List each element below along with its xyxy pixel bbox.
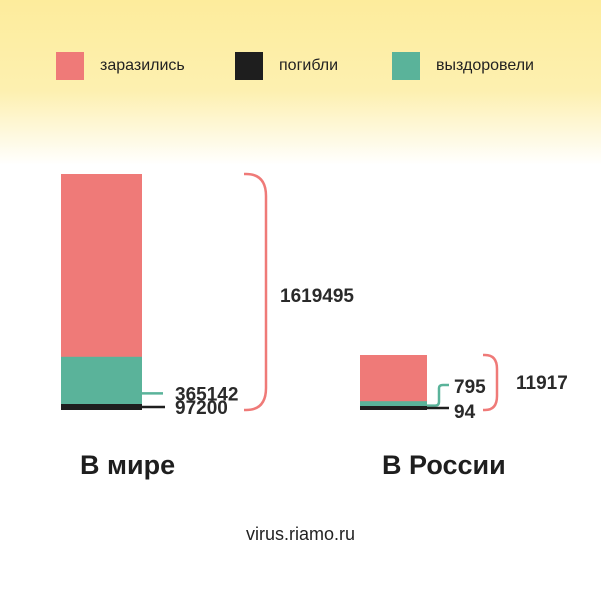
header-background bbox=[0, 0, 601, 165]
legend-item-died: погибли bbox=[235, 50, 338, 82]
legend: заразились погибли выздоровели bbox=[0, 50, 601, 82]
value-label-russia-died: 94 bbox=[454, 402, 476, 423]
legend-swatch-recovered bbox=[392, 52, 420, 80]
bracket-russia-infected bbox=[483, 353, 499, 412]
source-link[interactable]: virus.riamo.ru bbox=[245, 524, 356, 544]
legend-label-recovered: выздоровели bbox=[436, 57, 534, 74]
bar-russia-recovered bbox=[360, 401, 427, 410]
value-label-russia-recovered: 795 bbox=[454, 377, 486, 398]
category-label-russia: В России bbox=[382, 450, 506, 480]
value-label-russia-infected: 11917 bbox=[516, 373, 568, 394]
bar-russia-infected bbox=[360, 355, 427, 410]
legend-item-recovered: выздоровели bbox=[392, 50, 534, 82]
category-label-world: В мире bbox=[80, 450, 175, 480]
value-label-world-recovered: 365142 bbox=[175, 384, 238, 405]
legend-label-infected: заразились bbox=[100, 57, 185, 74]
legend-item-infected: заразились bbox=[56, 50, 185, 82]
leader-russia-recovered bbox=[427, 383, 449, 407]
bracket-world-infected bbox=[244, 172, 268, 412]
legend-swatch-died bbox=[235, 52, 263, 80]
bar-world-died bbox=[61, 404, 142, 410]
bar-russia-died bbox=[360, 406, 427, 410]
bar-world-recovered bbox=[61, 356, 142, 410]
value-label-world-infected: 1619495 bbox=[280, 286, 354, 307]
legend-label-died: погибли bbox=[279, 57, 339, 74]
legend-swatch-infected bbox=[56, 52, 84, 80]
value-label-world-died: 97200 bbox=[175, 398, 228, 419]
